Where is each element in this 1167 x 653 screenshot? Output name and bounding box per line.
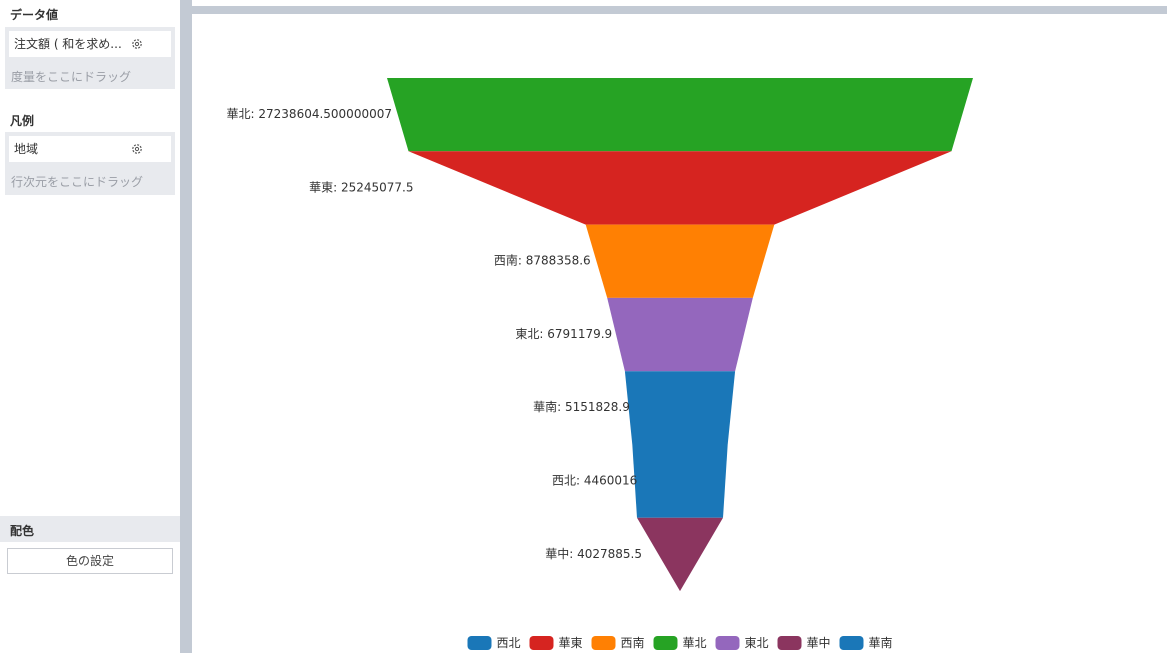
funnel-segment-label-5: 華南: 5151828.9 <box>533 399 630 414</box>
funnel-segment-5[interactable] <box>624 371 736 445</box>
legend-section-title: 凡例 <box>10 114 35 128</box>
dimension-field-chip[interactable]: 地域 <box>9 136 171 162</box>
funnel-labels: 華北: 27238604.500000007 華東: 25245077.5 西南: … <box>227 107 642 561</box>
funnel-segment-label-2: 華東: 25245077.5 <box>309 180 413 194</box>
funnel-segment-label-3: 西南: 8788358.6 <box>494 253 591 268</box>
legend-swatch-3[interactable] <box>591 636 616 650</box>
toolbar-divider <box>192 6 1167 14</box>
funnel-segment-label-7: 華中: 4027885.5 <box>545 546 642 561</box>
legend-swatch-2[interactable] <box>529 636 554 650</box>
legend-item-label-3[interactable]: 西南 <box>621 635 645 650</box>
funnel-segment-2[interactable] <box>408 151 952 225</box>
gear-icon[interactable] <box>131 143 143 155</box>
legend-swatch-4[interactable] <box>653 636 678 650</box>
legend-item-label-6[interactable]: 華中 <box>807 635 831 650</box>
data-values-title: データ値 <box>10 8 59 22</box>
legend-item-label-7[interactable]: 華南 <box>869 635 893 650</box>
data-values-well[interactable]: 注文額 ( 和を求め... 度量をここにドラッグ <box>5 27 175 89</box>
measure-field-chip[interactable]: 注文額 ( 和を求め... <box>9 31 171 57</box>
color-section-title: 配色 <box>10 524 35 538</box>
dimension-drop-hint: 行次元をここにドラッグ <box>11 175 144 189</box>
legend-swatch-7[interactable] <box>839 636 864 650</box>
legend-item-label-4[interactable]: 華北 <box>683 636 707 650</box>
funnel-segment-4[interactable] <box>607 297 753 372</box>
gear-icon[interactable] <box>131 38 143 50</box>
top-toolbar <box>192 0 1167 14</box>
measure-drop-hint: 度量をここにドラッグ <box>11 70 132 84</box>
legend-swatch-1[interactable] <box>467 636 492 650</box>
legend-item-label-1[interactable]: 西北 <box>497 636 521 650</box>
settings-panel: データ値 注文額 ( 和を求め... 度量をここにドラッグ 凡例 地域 行次元を… <box>0 0 180 653</box>
legend-swatch-6[interactable] <box>777 636 802 650</box>
funnel-segment-label-1: 華北: 27238604.500000007 <box>227 107 392 121</box>
color-settings-button[interactable]: 色の設定 <box>7 548 173 574</box>
chart-legend: 西北 華東 西南 華北 東北 華中 華南 <box>467 635 893 650</box>
funnel-segment-1[interactable] <box>387 78 973 152</box>
color-section-header: 配色 <box>0 516 180 542</box>
funnel-segment-7[interactable] <box>637 517 723 592</box>
legend-item-label-2[interactable]: 華東 <box>559 636 583 650</box>
legend-swatch-5[interactable] <box>715 636 740 650</box>
panel-splitter[interactable] <box>180 0 192 653</box>
legend-well[interactable]: 地域 行次元をここにドラッグ <box>5 132 175 195</box>
funnel-segment-label-4: 東北: 6791179.9 <box>515 327 612 341</box>
legend-item-label-5[interactable]: 東北 <box>745 636 769 650</box>
funnel-segments <box>387 78 973 592</box>
funnel-segment-3[interactable] <box>585 224 775 298</box>
funnel-segment-6[interactable] <box>632 444 728 518</box>
funnel-segment-label-6: 西北: 4460016 <box>552 474 637 488</box>
